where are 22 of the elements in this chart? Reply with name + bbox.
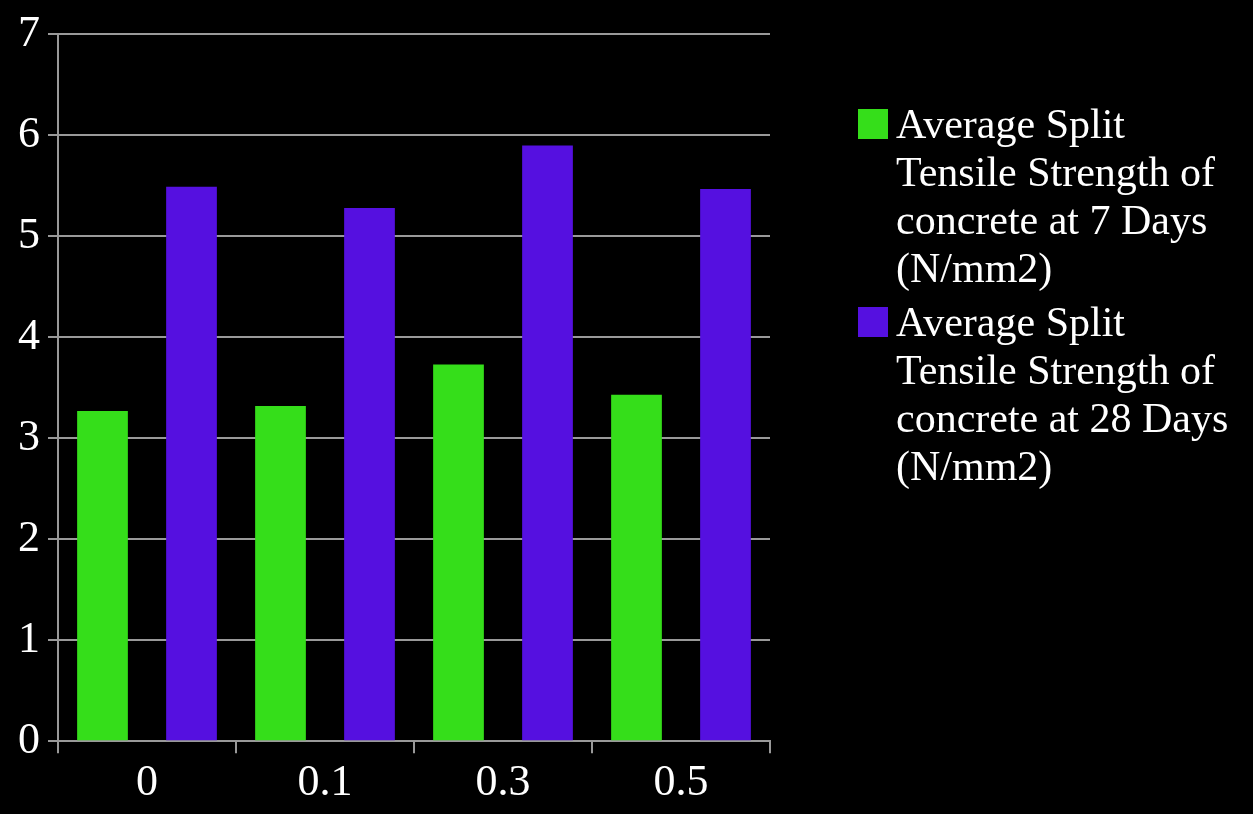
y-tick-label: 6 bbox=[18, 107, 40, 157]
x-tick-label: 0.5 bbox=[653, 756, 709, 806]
bar bbox=[522, 145, 573, 741]
bar bbox=[433, 364, 484, 741]
bar bbox=[77, 411, 128, 741]
bar bbox=[255, 405, 306, 741]
y-tick-label: 5 bbox=[18, 208, 40, 258]
x-tick-label: 0.1 bbox=[297, 756, 353, 806]
x-tick-label: 0.3 bbox=[475, 756, 531, 806]
bar bbox=[700, 188, 751, 741]
bar bbox=[166, 186, 217, 741]
legend-label: Average Split Tensile Strength of concrete at 28 Days (N/mm2) bbox=[896, 298, 1230, 490]
y-tick-label: 4 bbox=[18, 309, 40, 359]
y-tick-label: 1 bbox=[18, 612, 40, 662]
y-tick-label: 3 bbox=[18, 410, 40, 460]
legend-label: Average Split Tensile Strength of concrete at 7 Days (N/mm2) bbox=[896, 100, 1216, 292]
y-tick-label: 7 bbox=[18, 6, 40, 56]
y-tick-label: 2 bbox=[18, 511, 40, 561]
bar bbox=[344, 208, 395, 741]
bar bbox=[611, 394, 662, 741]
y-tick-label: 0 bbox=[18, 713, 40, 763]
x-tick-label: 0 bbox=[136, 756, 158, 806]
